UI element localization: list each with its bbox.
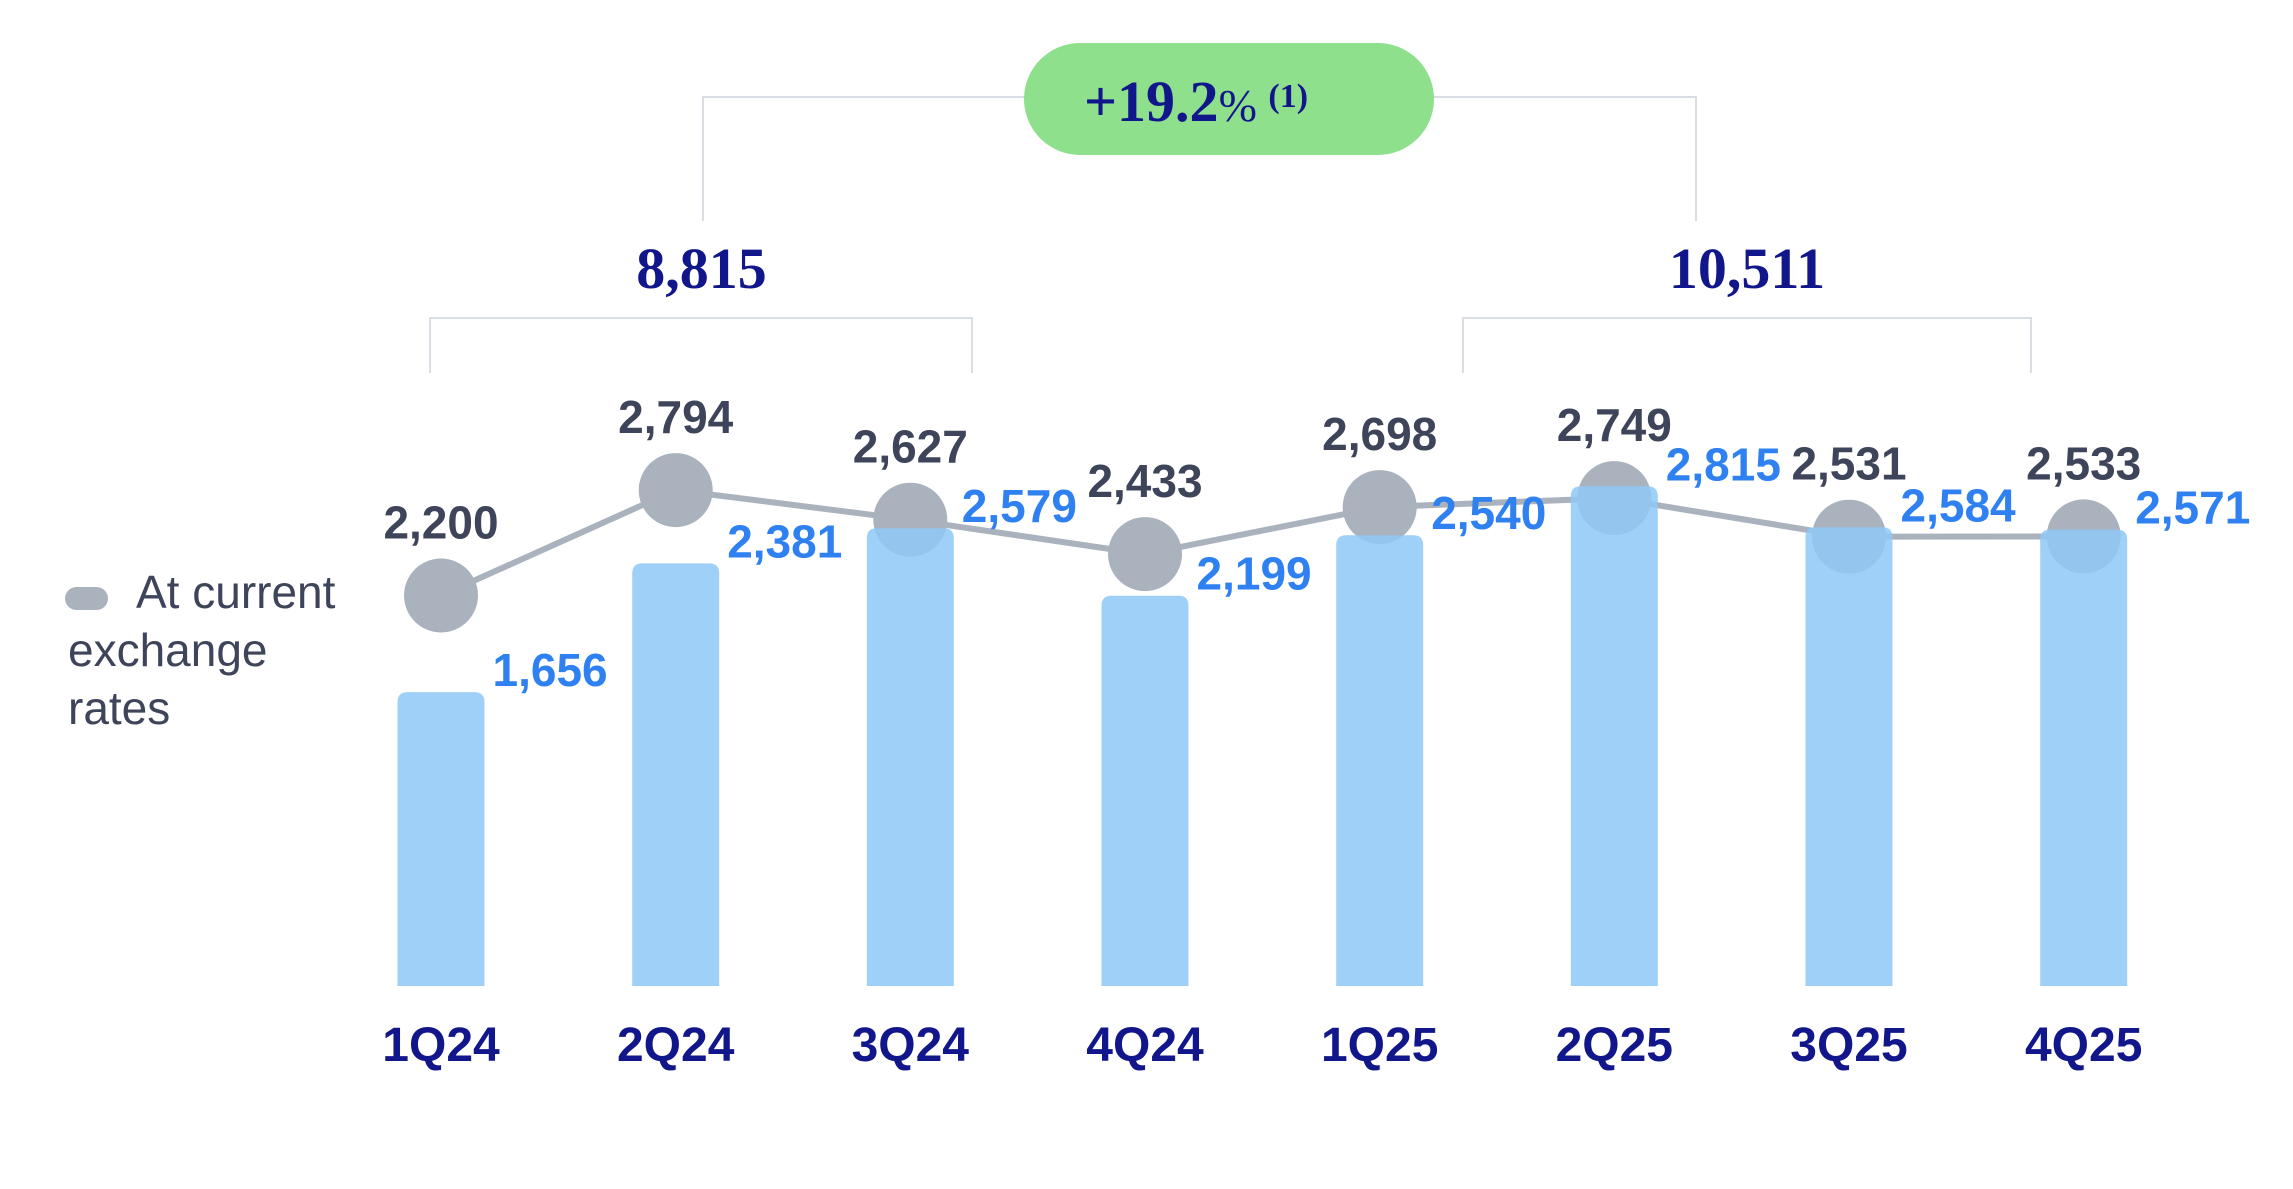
svg-text:1Q24: 1Q24 (382, 1019, 500, 1072)
svg-text:1Q25: 1Q25 (1321, 1019, 1438, 1072)
svg-text:2,584: 2,584 (1901, 479, 2017, 531)
svg-text:2,533: 2,533 (2026, 437, 2141, 489)
svg-text:3Q25: 3Q25 (1790, 1019, 1907, 1072)
svg-text:4Q24: 4Q24 (1086, 1019, 1204, 1072)
svg-text:2,749: 2,749 (1557, 399, 1672, 451)
svg-text:exchange: exchange (68, 624, 268, 676)
svg-text:rates: rates (68, 682, 170, 734)
svg-text:2,531: 2,531 (1791, 438, 1906, 490)
svg-text:2Q24: 2Q24 (617, 1019, 735, 1072)
svg-text:2,698: 2,698 (1322, 408, 1437, 460)
svg-text:2,627: 2,627 (853, 421, 968, 473)
svg-text:2,200: 2,200 (383, 497, 498, 549)
svg-text:2,794: 2,794 (618, 391, 734, 443)
svg-text:At current: At current (136, 566, 336, 618)
svg-text:2,571: 2,571 (2135, 482, 2250, 534)
svg-text:8,815: 8,815 (636, 236, 767, 301)
svg-text:2,199: 2,199 (1197, 548, 1312, 600)
svg-text:4Q25: 4Q25 (2025, 1019, 2142, 1072)
svg-text:1,656: 1,656 (493, 644, 608, 696)
svg-text:3Q24: 3Q24 (852, 1019, 970, 1072)
svg-text:2,815: 2,815 (1666, 438, 1781, 490)
svg-text:10,511: 10,511 (1669, 236, 1825, 301)
svg-text:2Q25: 2Q25 (1556, 1019, 1673, 1072)
svg-text:2,381: 2,381 (727, 515, 842, 567)
svg-text:2,579: 2,579 (962, 480, 1077, 532)
svg-text:2,433: 2,433 (1087, 455, 1202, 507)
svg-text:2,540: 2,540 (1431, 487, 1546, 539)
